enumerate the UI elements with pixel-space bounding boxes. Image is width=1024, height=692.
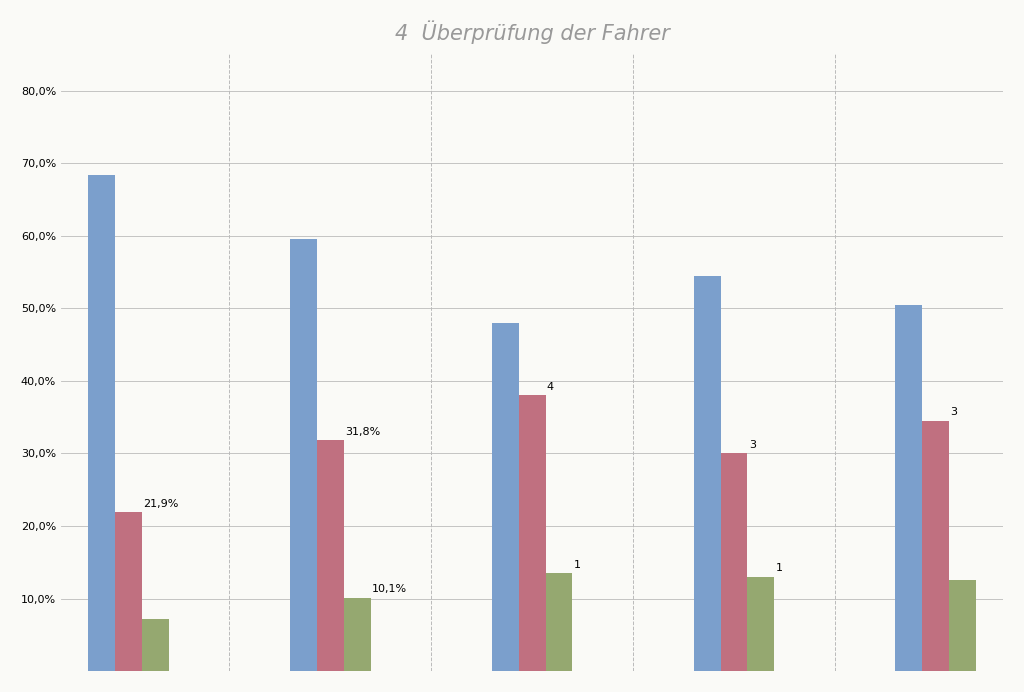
- Bar: [290, 239, 316, 671]
- Text: 1: 1: [776, 563, 782, 573]
- Bar: [949, 581, 976, 671]
- Text: 21,9%: 21,9%: [143, 499, 178, 509]
- Bar: [316, 440, 344, 671]
- Bar: [344, 598, 371, 671]
- Text: 4: 4: [547, 382, 554, 392]
- Bar: [895, 304, 923, 671]
- Text: 31,8%: 31,8%: [345, 427, 380, 437]
- Bar: [748, 577, 774, 671]
- Text: 1: 1: [573, 560, 581, 570]
- Text: 10,1%: 10,1%: [372, 584, 407, 594]
- Bar: [492, 323, 518, 671]
- Bar: [721, 453, 748, 671]
- Bar: [546, 573, 572, 671]
- Bar: [923, 421, 949, 671]
- Title: 4  Überprüfung der Fahrer: 4 Überprüfung der Fahrer: [394, 21, 670, 44]
- Text: 3: 3: [749, 440, 756, 450]
- Bar: [693, 275, 721, 671]
- Bar: [141, 619, 169, 671]
- Text: 3: 3: [950, 407, 957, 417]
- Bar: [115, 512, 141, 671]
- Bar: [88, 175, 115, 671]
- Bar: [518, 395, 546, 671]
